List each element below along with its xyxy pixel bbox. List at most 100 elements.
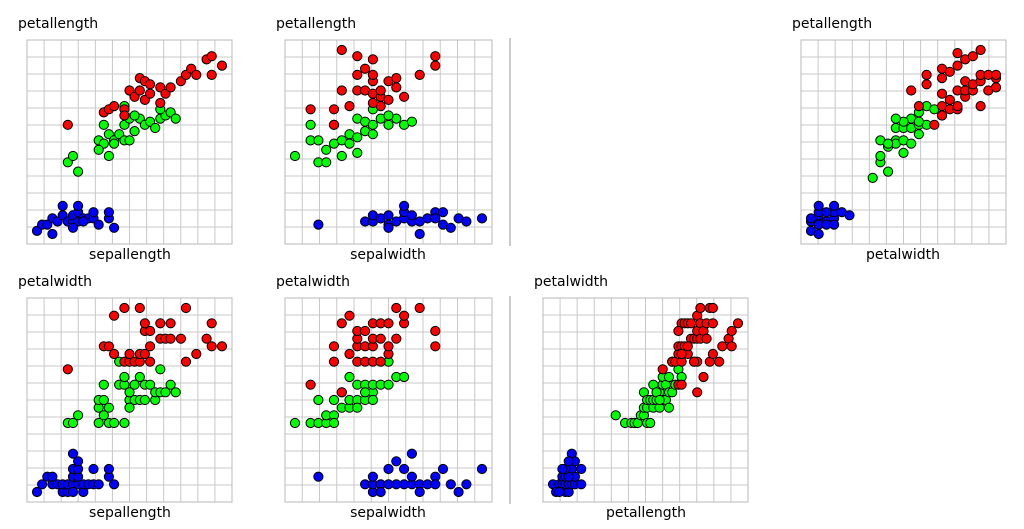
data-point: [383, 222, 394, 233]
panel-title: petallength: [792, 16, 872, 32]
data-point: [352, 69, 363, 81]
data-point: [375, 356, 386, 367]
plot-frame: [542, 297, 749, 503]
data-point: [180, 302, 192, 314]
data-point: [430, 325, 441, 337]
data-point: [391, 456, 402, 467]
data-point: [952, 48, 963, 59]
data-point: [67, 486, 79, 498]
data-point: [921, 79, 932, 90]
data-point: [289, 150, 301, 162]
data-point: [445, 222, 456, 233]
scatter-panel: petalwidth petallength: [509, 274, 749, 521]
data-point: [367, 54, 378, 65]
data-point: [109, 138, 120, 149]
data-point: [445, 479, 456, 490]
data-point: [698, 371, 709, 383]
data-point: [383, 341, 394, 352]
top-cut-labels: sepallength petallength petalwidth: [87, 0, 941, 1]
data-point: [206, 341, 217, 352]
data-point: [109, 479, 120, 490]
data-point: [206, 318, 217, 329]
data-point: [93, 417, 104, 429]
data-point: [360, 63, 371, 74]
x-axis-label: petalwidth: [866, 247, 940, 263]
data-point: [406, 210, 417, 221]
data-point: [383, 463, 394, 475]
data-point: [906, 85, 917, 96]
data-point: [726, 341, 737, 352]
data-point: [67, 222, 79, 233]
panel-title: petalwidth: [534, 274, 608, 290]
data-point: [134, 302, 145, 314]
data-point: [88, 463, 99, 475]
plot-frame: [284, 297, 493, 503]
data-point: [139, 394, 150, 406]
data-point: [375, 486, 386, 498]
plot-frame: [284, 39, 493, 245]
data-point: [109, 310, 120, 321]
data-point: [313, 471, 324, 482]
data-point: [367, 394, 378, 406]
data-point: [336, 387, 347, 398]
data-point: [344, 138, 355, 149]
data-point: [57, 200, 68, 211]
data-point: [701, 333, 712, 344]
data-point: [336, 318, 347, 329]
data-point: [476, 213, 488, 224]
data-point: [206, 51, 217, 62]
data-point: [93, 144, 104, 155]
data-point: [165, 379, 176, 390]
data-point: [676, 348, 687, 360]
data-point: [383, 210, 394, 221]
data-point: [913, 116, 925, 127]
panel-title: petallength: [276, 16, 356, 32]
data-point: [399, 200, 410, 211]
data-point: [124, 402, 135, 413]
data-point: [165, 82, 176, 93]
data-point: [73, 166, 84, 177]
data-point: [216, 60, 228, 71]
data-point: [685, 318, 697, 329]
data-point: [305, 379, 316, 390]
data-point: [31, 486, 43, 498]
data-point: [124, 348, 135, 360]
top-cut-label: sepallength: [87, 0, 169, 1]
data-point: [328, 104, 340, 115]
data-point: [103, 150, 115, 162]
data-point: [375, 85, 386, 96]
panel-title: petalwidth: [18, 274, 92, 290]
data-point: [98, 394, 109, 406]
data-point: [805, 213, 817, 224]
scatter-panel: petallength petalwidth: [509, 16, 1007, 263]
data-point: [206, 69, 217, 81]
data-point: [391, 333, 402, 344]
data-point: [657, 364, 668, 375]
data-point: [461, 216, 472, 227]
data-point: [383, 318, 394, 329]
data-point: [145, 79, 156, 90]
data-point: [563, 456, 574, 467]
data-point: [191, 348, 202, 360]
data-point: [367, 471, 378, 482]
data-point: [165, 318, 176, 329]
data-point: [399, 463, 410, 475]
data-point: [344, 310, 355, 321]
data-point: [129, 126, 140, 137]
scatter-panel: petallength sepalwidth: [276, 16, 493, 263]
panels: petallength sepallength petallength sepalwi…: [18, 16, 1007, 521]
data-point: [576, 479, 587, 490]
data-point: [352, 51, 363, 62]
data-point: [103, 341, 115, 352]
data-point: [124, 135, 135, 146]
scatter-panel: petalwidth sepallength: [18, 274, 233, 521]
data-point: [576, 463, 587, 475]
scatter-panel: petallength sepallength: [18, 16, 233, 263]
plot-frame: [26, 297, 233, 503]
data-point: [313, 135, 324, 146]
data-point: [119, 371, 130, 383]
data-point: [352, 402, 363, 413]
data-point: [145, 325, 156, 337]
data-point: [726, 325, 737, 337]
data-point: [73, 410, 84, 421]
